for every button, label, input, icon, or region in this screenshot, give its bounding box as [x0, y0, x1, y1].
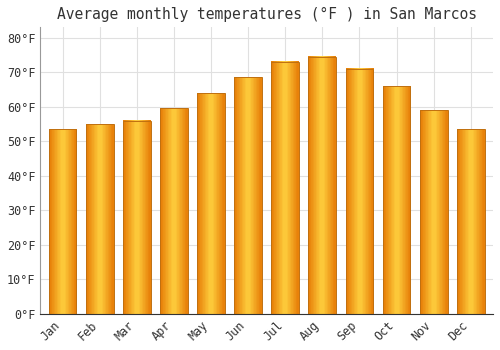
Bar: [234, 77, 262, 314]
Bar: [457, 129, 484, 314]
Bar: [160, 108, 188, 314]
Bar: [197, 93, 225, 314]
Bar: [86, 124, 114, 314]
Bar: [123, 120, 150, 314]
Bar: [308, 57, 336, 314]
Title: Average monthly temperatures (°F ) in San Marcos: Average monthly temperatures (°F ) in Sa…: [56, 7, 476, 22]
Bar: [382, 86, 410, 314]
Bar: [48, 129, 76, 314]
Bar: [346, 69, 374, 314]
Bar: [272, 62, 299, 314]
Bar: [420, 110, 448, 314]
